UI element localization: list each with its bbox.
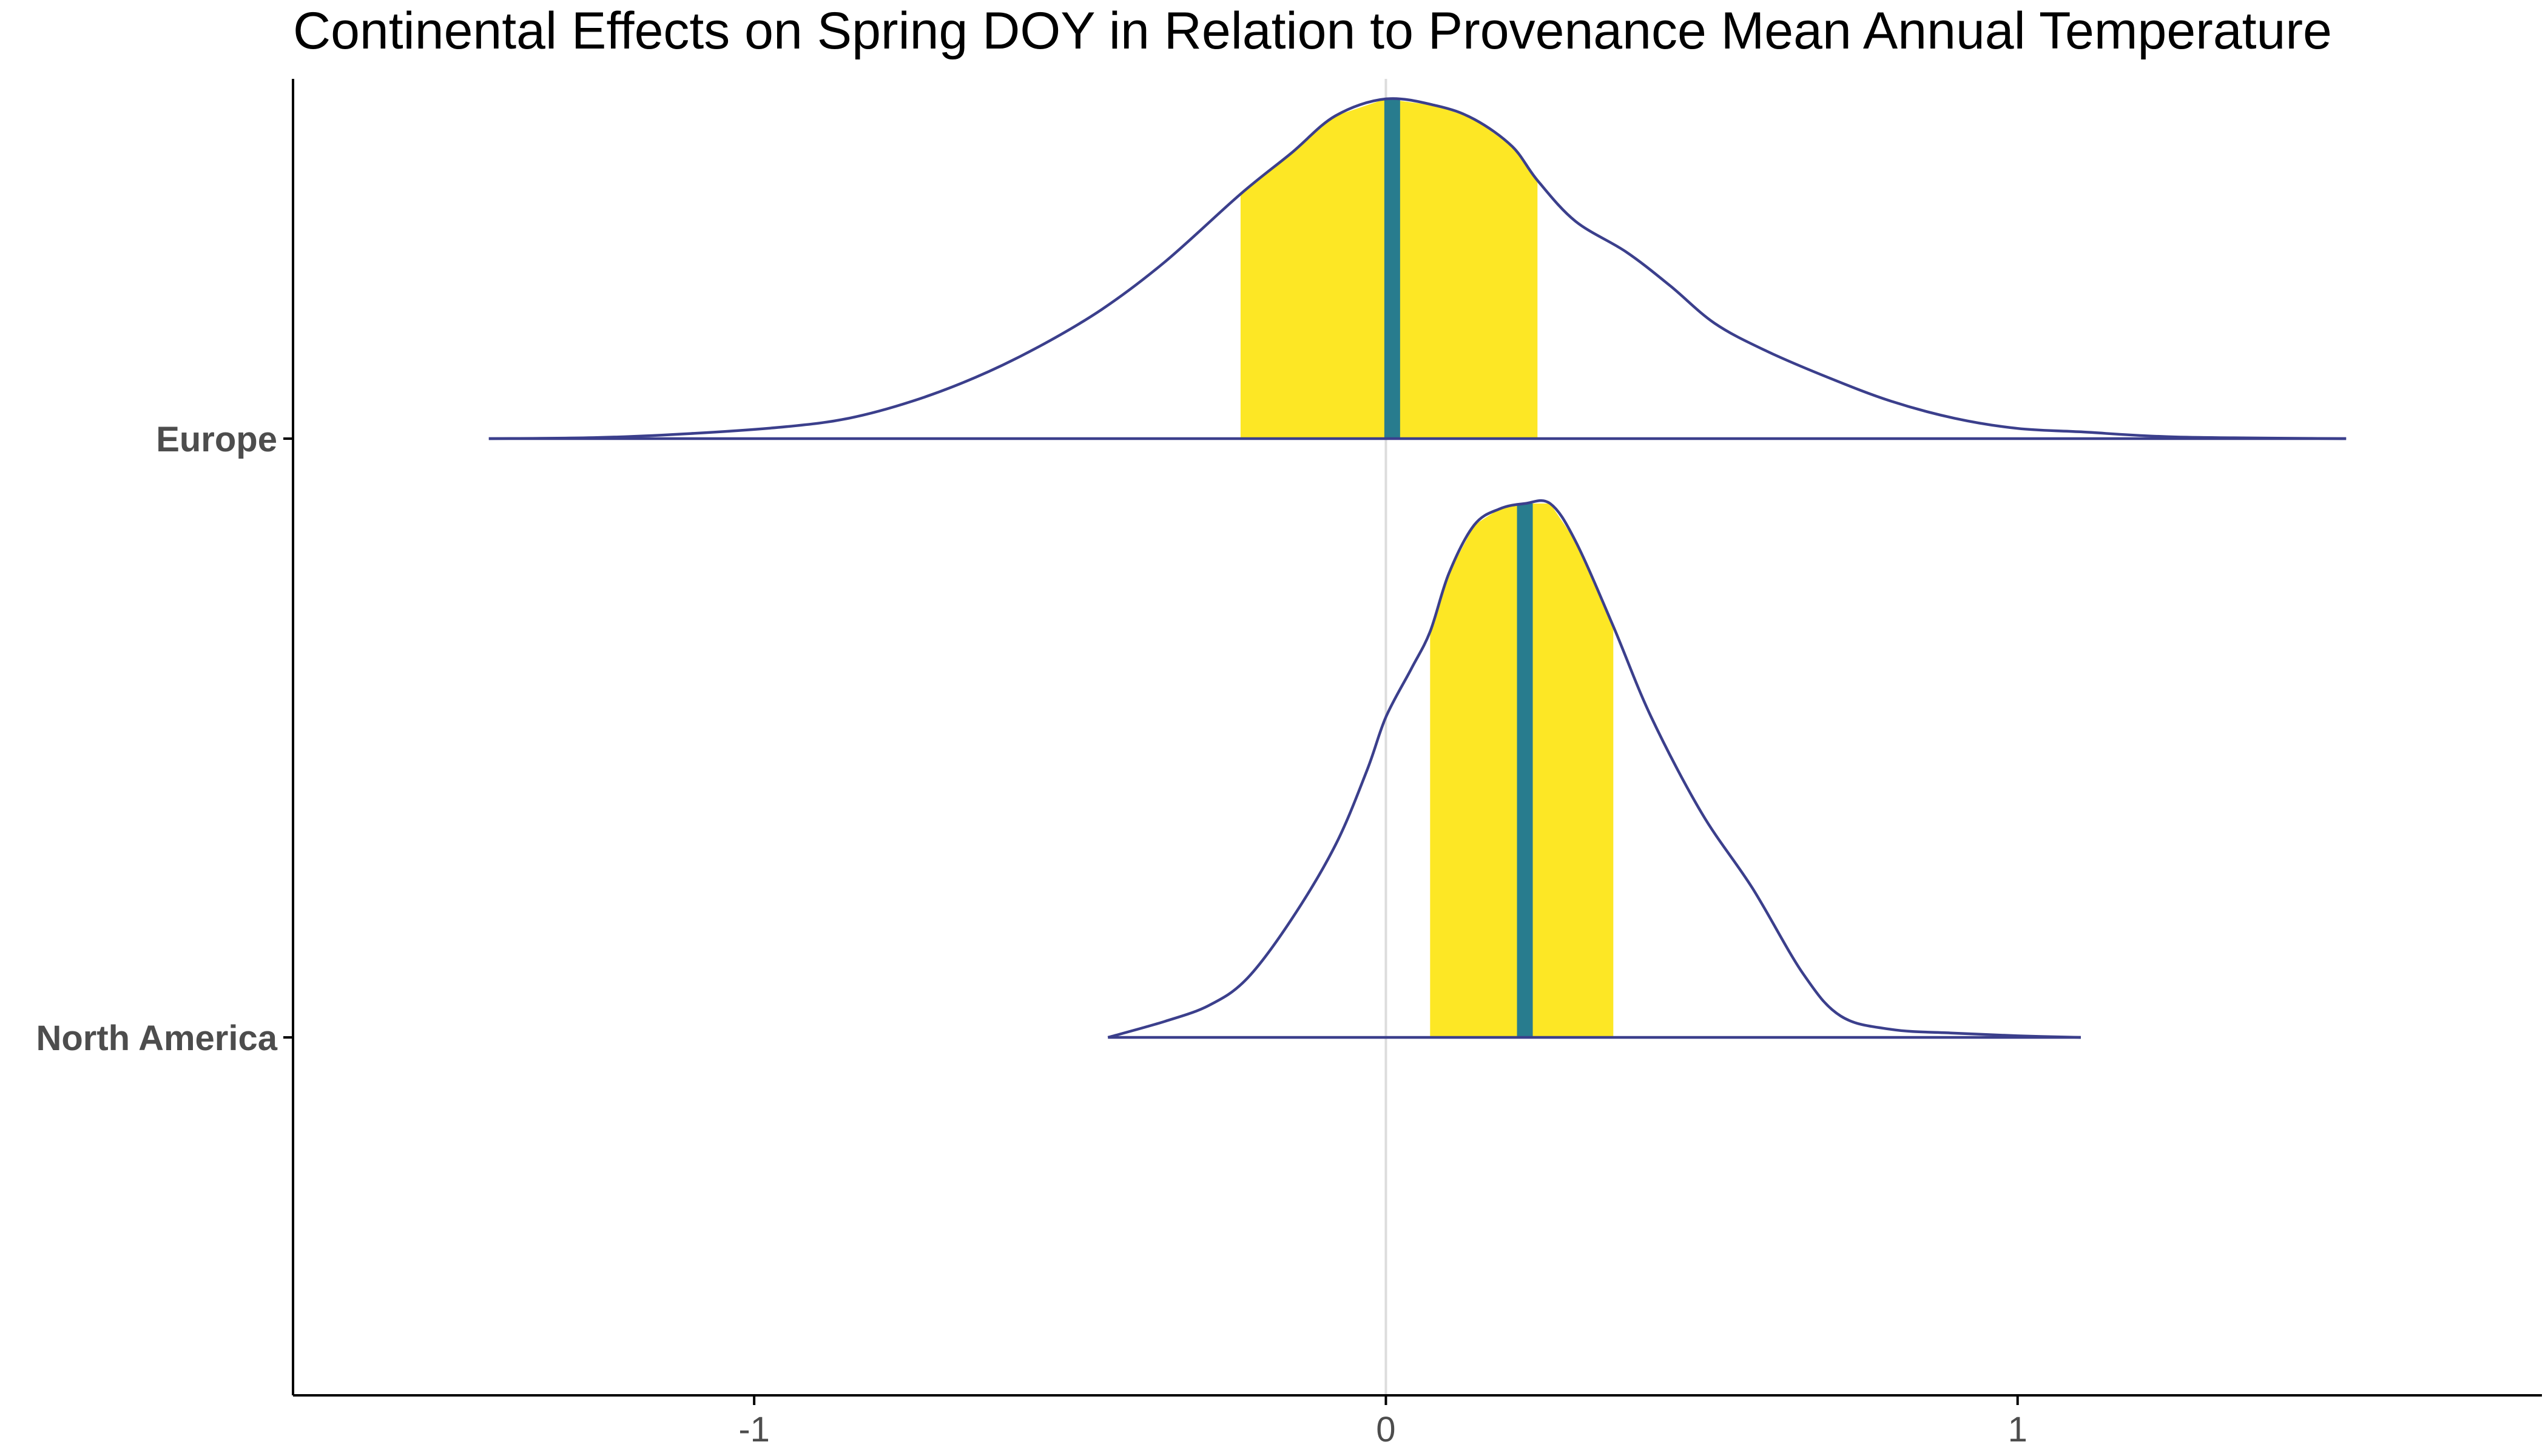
y-tick-label-europe: Europe — [156, 420, 277, 459]
chart-title: Continental Effects on Spring DOY in Rel… — [293, 2, 2332, 60]
density-curve-europe — [488, 97, 2347, 440]
axes: Europe North America -1 0 1 — [36, 79, 2542, 1449]
x-tick-label--1: -1 — [738, 1410, 770, 1449]
y-tick-label-north-america: North America — [36, 1019, 277, 1058]
x-tick-label-1: 1 — [2008, 1410, 2027, 1449]
x-tick-label-0: 0 — [1376, 1410, 1395, 1449]
density-curve-north-america — [1107, 499, 2081, 1039]
plot-area — [488, 79, 2347, 1395]
